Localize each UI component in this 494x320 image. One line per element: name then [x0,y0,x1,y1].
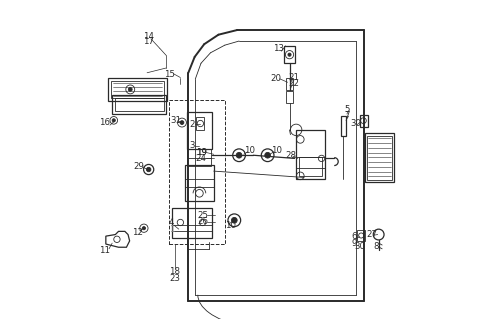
Bar [169,100,225,244]
Text: 19: 19 [196,148,207,157]
Text: 30: 30 [350,119,361,128]
Circle shape [146,167,151,172]
Text: 7: 7 [344,111,350,120]
Bar [299,157,322,176]
Bar [296,130,325,179]
Text: 18: 18 [169,268,180,276]
Bar [115,98,164,111]
Text: 30: 30 [355,242,366,251]
Text: 13: 13 [273,44,284,53]
Bar [357,230,366,241]
Text: 10: 10 [244,146,255,155]
Text: 25: 25 [198,211,209,220]
Text: 28: 28 [285,151,296,160]
Text: 29: 29 [133,162,144,171]
Bar [185,165,214,201]
Bar [285,46,294,63]
Text: 27: 27 [367,230,378,239]
Text: 22: 22 [288,79,299,88]
Text: 5: 5 [344,105,350,114]
Bar [112,95,166,114]
Text: 8: 8 [373,242,379,251]
Circle shape [232,217,237,223]
Text: 17: 17 [143,37,154,46]
Bar [367,136,392,180]
Text: 15: 15 [164,70,175,79]
Bar [111,81,164,98]
Circle shape [180,121,184,124]
Text: 23: 23 [169,274,180,283]
Text: 14: 14 [143,32,154,41]
Text: 10: 10 [225,220,236,229]
Bar [108,77,167,101]
Circle shape [112,119,116,122]
Text: 21: 21 [288,73,299,82]
Text: 10: 10 [271,146,282,155]
Bar [172,208,212,238]
Text: 31: 31 [171,116,182,125]
Text: 9: 9 [352,239,357,248]
Text: 19: 19 [196,148,207,157]
Circle shape [265,152,271,158]
Bar [287,91,292,103]
Circle shape [236,152,242,158]
Bar [365,133,394,182]
Text: 6: 6 [351,232,357,241]
Bar [287,78,292,90]
Circle shape [142,227,146,230]
Text: 16: 16 [99,118,110,127]
Bar [187,149,210,166]
Text: 4: 4 [169,218,174,227]
Text: 2: 2 [190,120,195,129]
Text: 3: 3 [190,141,195,150]
Circle shape [288,53,291,56]
Text: 20: 20 [271,74,282,83]
Text: 12: 12 [132,228,143,236]
Text: 1: 1 [169,225,174,234]
Text: 26: 26 [198,217,209,226]
Circle shape [128,87,132,91]
Bar [360,115,368,127]
Text: 24: 24 [196,154,207,163]
Bar [340,116,346,136]
Bar [187,112,212,149]
Bar [196,117,204,130]
Text: 11: 11 [99,246,110,255]
